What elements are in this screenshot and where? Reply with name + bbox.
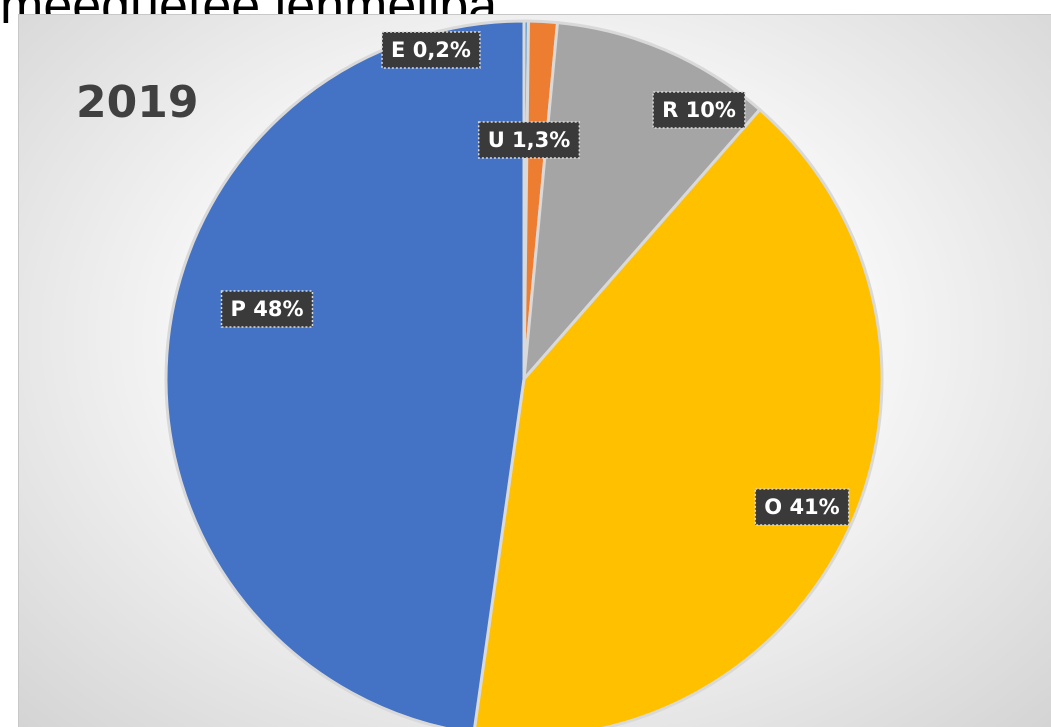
pie-slice-o: [473, 108, 884, 727]
data-label-r: R 10%: [652, 91, 746, 129]
data-label-p: P 48%: [220, 290, 314, 328]
data-label-box-u: [477, 121, 581, 159]
data-label-box-r: [652, 91, 746, 129]
pie-chart: E 0,2% U 1,3% R 10% O 41% P 48% 2019: [76, 19, 884, 727]
data-label-o: O 41%: [754, 488, 850, 526]
data-label-u: U 1,3%: [477, 121, 581, 159]
chart-title: 2019: [76, 77, 198, 128]
chart-area: E 0,2% U 1,3% R 10% O 41% P 48% 2019: [18, 14, 1051, 727]
data-label-text-e: E 0,2%: [391, 38, 471, 62]
data-label-text-p: P 48%: [231, 297, 304, 321]
data-label-box-e: [381, 31, 481, 69]
data-label-box-p: [220, 290, 314, 328]
data-label-text-u: U 1,3%: [488, 128, 571, 152]
pie-slice-p: [164, 19, 526, 727]
data-label-text-o: O 41%: [764, 495, 839, 519]
data-label-box-o: [754, 488, 850, 526]
pie-labels: E 0,2% U 1,3% R 10% O 41% P 48%: [220, 31, 850, 526]
data-label-text-r: R 10%: [662, 98, 736, 122]
data-label-e: E 0,2%: [381, 31, 481, 69]
